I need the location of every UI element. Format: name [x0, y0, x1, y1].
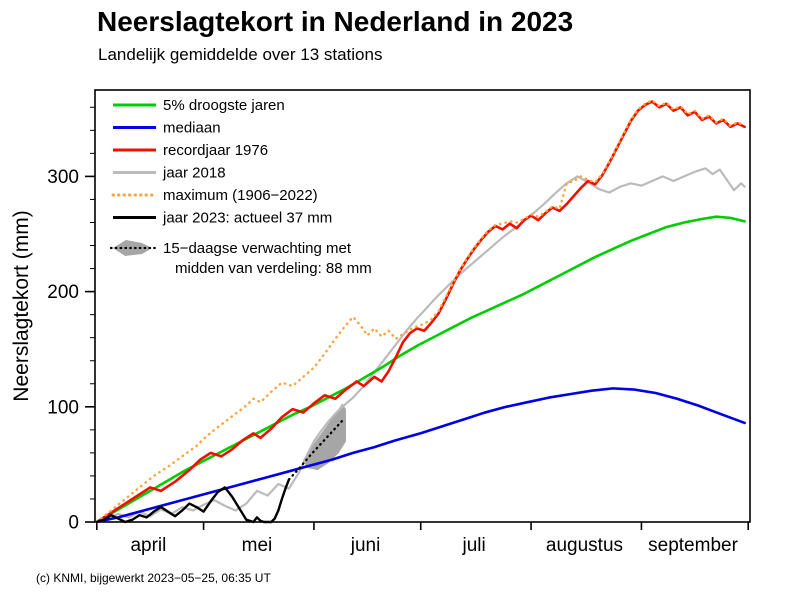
page-subtitle: Landelijk gemiddelde over 13 stations: [98, 45, 383, 64]
forecast-band: [303, 403, 346, 471]
series-line-maximum-1906-2022: [95, 99, 746, 524]
legend-label: 5% droogste jaren: [163, 97, 285, 114]
x-month-label: juli: [461, 535, 485, 556]
x-month-label: mei: [242, 535, 273, 556]
x-month-label: juni: [350, 535, 381, 556]
legend-label: recordjaar 1976: [163, 142, 268, 159]
series-lines: [95, 99, 746, 524]
legend: 5% droogste jaren mediaan recordjaar 1976 j…: [109, 97, 372, 277]
legend-label: jaar 2018: [162, 165, 226, 182]
legend-item: jaar 2018: [113, 165, 226, 182]
y-axis-title: Neerslagtekort (mm): [10, 210, 33, 401]
credit-text: (c) KNMI, bijgewerkt 2023−05−25, 06:35 U…: [36, 571, 271, 585]
legend-label: mediaan: [163, 120, 221, 137]
legend-item: recordjaar 1976: [113, 142, 268, 159]
series-line-jaar-2023-actueel-37-mm: [95, 478, 291, 524]
y-tick-label: 300: [47, 167, 79, 188]
forecast-band-swatch: [113, 240, 152, 256]
series-line-5-droogste-jaren: [95, 215, 746, 524]
legend-item: 5% droogste jaren: [113, 97, 285, 114]
legend-item: mediaan: [113, 120, 221, 137]
y-tick-label: 100: [47, 397, 79, 418]
page-title: Neerslagtekort in Nederland in 2023: [97, 6, 574, 37]
plot-frame: [94, 89, 751, 523]
legend-label: 15−daagse verwachting met: [163, 240, 352, 257]
axes: 0 100 200 300 april mei juni juli augustus septem…: [10, 89, 751, 556]
legend-item: 15−daagse verwachting met midden van verd…: [109, 240, 372, 277]
y-tick-label: 0: [68, 513, 79, 534]
series-line-mediaan: [95, 387, 746, 524]
legend-item: maximum (1906−2022): [111, 187, 318, 204]
legend-label: jaar 2023: actueel 37 mm: [162, 210, 332, 227]
legend-label: maximum (1906−2022): [163, 187, 318, 204]
legend-item: jaar 2023: actueel 37 mm: [113, 210, 332, 227]
y-tick-label: 200: [47, 282, 79, 303]
x-month-label: april: [130, 535, 166, 556]
legend-label-line2: midden van verdeling: 88 mm: [175, 260, 372, 277]
x-month-label: augustus: [546, 535, 623, 556]
x-month-label: september: [648, 535, 738, 556]
